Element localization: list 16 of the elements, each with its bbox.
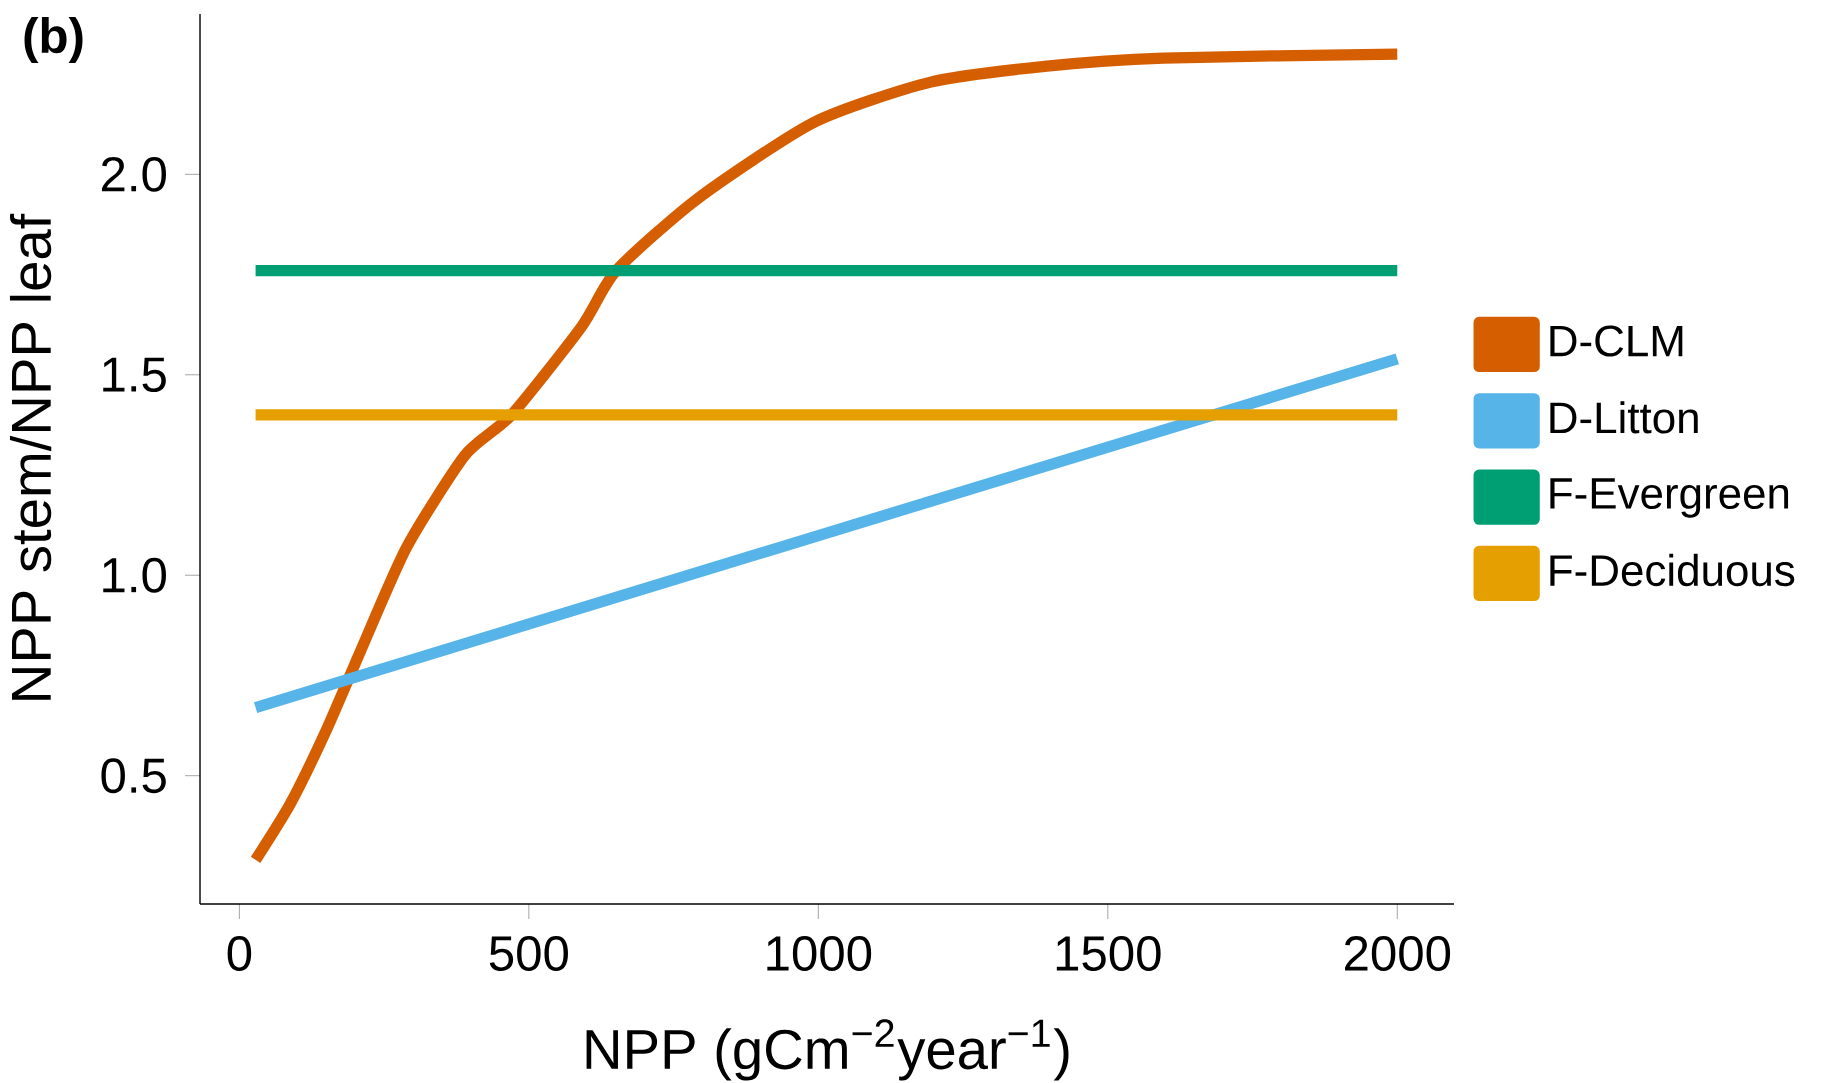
y-tick-label: 2.0 <box>101 156 166 192</box>
legend-label: D-CLM <box>1550 325 1683 357</box>
y-axis-title: NPP stem/NPP leaf <box>9 213 52 700</box>
legend-label: F-Deciduous <box>1550 553 1795 587</box>
x-tick-label: 0 <box>227 936 252 971</box>
legend-label: F-Evergreen <box>1550 478 1789 518</box>
y-tick-label: 1.0 <box>103 557 166 593</box>
x-tick-label: 500 <box>489 936 568 971</box>
y-tick-label: 1.5 <box>103 357 166 392</box>
text: (b) <box>24 17 83 63</box>
x-axis-title: NPP (gCm$^{−2}$year$^{−1}$) <box>586 1019 1069 1081</box>
x-tick-label: 2000 <box>1345 936 1451 971</box>
y-tick-label: 0.5 <box>101 758 166 794</box>
legend-label: D-Litton <box>1550 401 1698 434</box>
x-tick-label: 1500 <box>1056 936 1161 971</box>
x-tick-label: 1000 <box>767 936 872 971</box>
